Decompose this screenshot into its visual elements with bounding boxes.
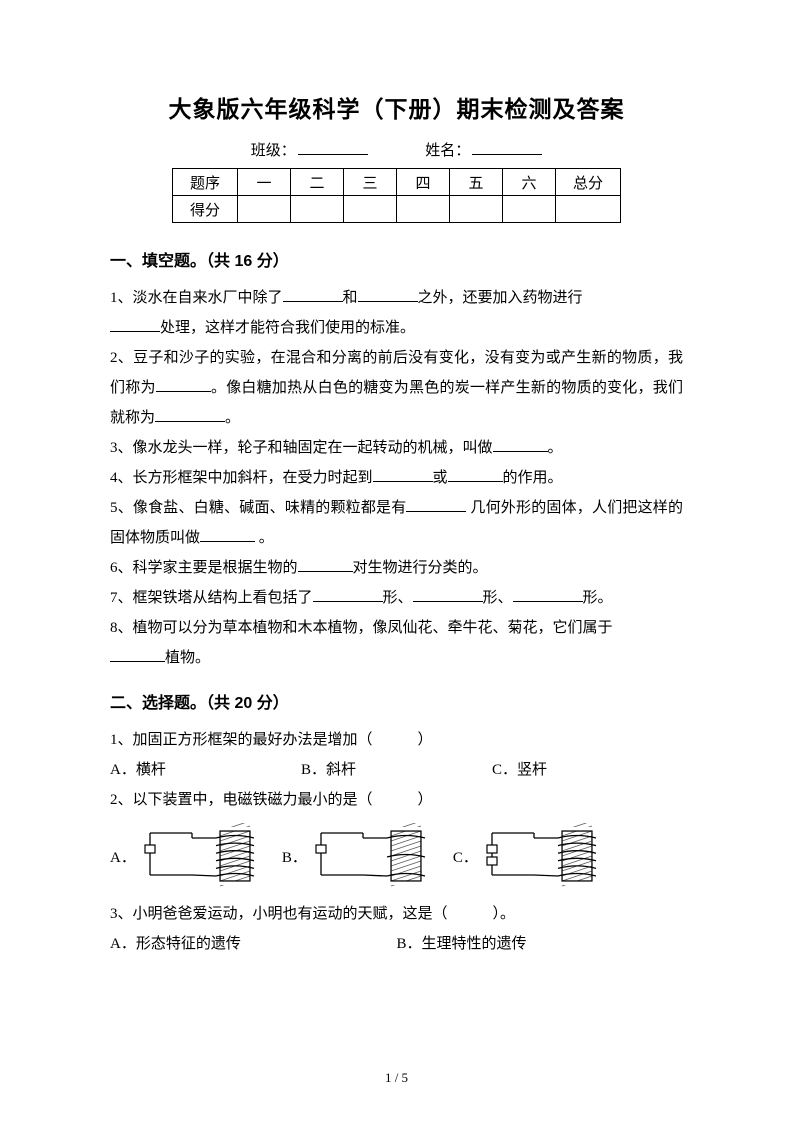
th: 一 xyxy=(238,169,291,196)
electromagnet-icon xyxy=(484,823,602,889)
table-row: 得分 xyxy=(173,196,621,223)
option-label: C． xyxy=(453,846,478,867)
text: 。 xyxy=(548,440,563,456)
th: 四 xyxy=(397,169,450,196)
fill-blank[interactable] xyxy=(313,586,383,602)
electromagnet-icon xyxy=(142,823,260,889)
text: 或 xyxy=(433,470,448,486)
question: 8、植物可以分为草本植物和木本植物，像凤仙花、牵牛花、菊花，它们属于 xyxy=(110,613,683,643)
fill-blank[interactable] xyxy=(448,466,503,482)
text: 对生物进行分类的。 xyxy=(353,560,488,576)
option-label: A． xyxy=(110,846,136,867)
th: 二 xyxy=(291,169,344,196)
score-cell[interactable] xyxy=(503,196,556,223)
question: 2、豆子和沙子的实验，在混合和分离的前后没有变化，没有变为或产生新的物质，我们称… xyxy=(110,343,683,433)
section-heading: 一、填空题。（共 16 分） xyxy=(110,247,683,271)
fill-blank[interactable] xyxy=(513,586,583,602)
class-label: 班级： xyxy=(251,143,296,159)
text: 3、像水龙头一样，轮子和轴固定在一起转动的机械，叫做 xyxy=(110,440,493,456)
score-cell[interactable] xyxy=(556,196,621,223)
text: 5、像食盐、白糖、碱面、味精的颗粒都是有 xyxy=(110,500,406,516)
question: 6、科学家主要是根据生物的 对生物进行分类的。 xyxy=(110,553,683,583)
question: 4、长方形框架中加斜杆，在受力时起到 或 的作用。 xyxy=(110,463,683,493)
text: 1、淡水在自来水厂中除了 xyxy=(110,290,283,306)
table-row: 题序 一 二 三 四 五 六 总分 xyxy=(173,169,621,196)
question: 3、小明爸爸爱运动，小明也有运动的天赋，这是（ ）。 xyxy=(110,899,683,929)
option[interactable]: C．竖杆 xyxy=(492,755,683,785)
text: 处理，这样才能符合我们使用的标准。 xyxy=(160,320,415,336)
score-cell[interactable] xyxy=(450,196,503,223)
class-blank[interactable] xyxy=(298,138,368,155)
fill-blank[interactable] xyxy=(493,436,548,452)
diagram-row: A． B． C． xyxy=(110,823,683,889)
fill-blank[interactable] xyxy=(110,316,160,332)
text: 8、植物可以分为草本植物和木本植物，像凤仙花、牵牛花、菊花，它们属于 xyxy=(110,620,613,636)
question: 5、像食盐、白糖、碱面、味精的颗粒都是有 几何外形的固体，人们把这样的固体物质叫… xyxy=(110,493,683,553)
question: 1、淡水在自来水厂中除了 和 之外，还要加入药物进行 xyxy=(110,283,683,313)
fill-blank[interactable] xyxy=(373,466,433,482)
question: 植物。 xyxy=(110,643,683,673)
fill-blank[interactable] xyxy=(413,586,483,602)
score-table: 题序 一 二 三 四 五 六 总分 得分 xyxy=(172,168,621,223)
score-cell[interactable] xyxy=(397,196,450,223)
page: 大象版六年级科学（下册）期末检测及答案 班级： 姓名： 题序 一 二 三 四 五… xyxy=(0,0,793,1122)
fill-blank[interactable] xyxy=(110,646,165,662)
text: 植物。 xyxy=(165,650,210,666)
text: 之外，还要加入药物进行 xyxy=(418,290,583,306)
th: 三 xyxy=(344,169,397,196)
fill-blank[interactable] xyxy=(298,556,353,572)
th: 总分 xyxy=(556,169,621,196)
electromagnet-icon xyxy=(313,823,431,889)
th: 题序 xyxy=(173,169,238,196)
option[interactable]: B．生理特性的遗传 xyxy=(397,929,684,959)
option[interactable]: A．形态特征的遗传 xyxy=(110,929,397,959)
score-cell[interactable] xyxy=(291,196,344,223)
text: 。 xyxy=(255,530,274,546)
th: 六 xyxy=(503,169,556,196)
option-label: B． xyxy=(282,846,307,867)
fill-blank[interactable] xyxy=(283,286,343,302)
options: A．形态特征的遗传 B．生理特性的遗传 xyxy=(110,929,683,959)
text: 形、 xyxy=(383,590,413,606)
option[interactable]: A．横杆 xyxy=(110,755,301,785)
score-cell[interactable] xyxy=(238,196,291,223)
page-footer: 1 / 5 xyxy=(0,1070,793,1086)
option[interactable]: B． xyxy=(282,823,431,889)
option[interactable]: B．斜杆 xyxy=(301,755,492,785)
options: A．横杆 B．斜杆 C．竖杆 xyxy=(110,755,683,785)
text: 6、科学家主要是根据生物的 xyxy=(110,560,298,576)
fill-blank[interactable] xyxy=(406,496,466,512)
fill-blank[interactable] xyxy=(358,286,418,302)
score-cell[interactable] xyxy=(344,196,397,223)
fill-blank[interactable] xyxy=(155,406,225,422)
question: 2、以下装置中，电磁铁磁力最小的是（ ） xyxy=(110,785,683,815)
text: 7、框架铁塔从结构上看包括了 xyxy=(110,590,313,606)
info-line: 班级： 姓名： xyxy=(110,138,683,160)
question: 处理，这样才能符合我们使用的标准。 xyxy=(110,313,683,343)
question: 7、框架铁塔从结构上看包括了 形、 形、 形。 xyxy=(110,583,683,613)
name-blank[interactable] xyxy=(472,138,542,155)
question: 1、加固正方形框架的最好办法是增加（ ） xyxy=(110,725,683,755)
section-heading: 二、选择题。（共 20 分） xyxy=(110,689,683,713)
text: 。 xyxy=(225,410,240,426)
text: 和 xyxy=(343,290,358,306)
question: 3、像水龙头一样，轮子和轴固定在一起转动的机械，叫做 。 xyxy=(110,433,683,463)
page-title: 大象版六年级科学（下册）期末检测及答案 xyxy=(110,90,683,124)
fill-blank[interactable] xyxy=(200,526,255,542)
fill-blank[interactable] xyxy=(156,376,211,392)
text: 4、长方形框架中加斜杆，在受力时起到 xyxy=(110,470,373,486)
name-label: 姓名： xyxy=(425,143,470,159)
text: 形、 xyxy=(483,590,513,606)
th: 五 xyxy=(450,169,503,196)
option[interactable]: C． xyxy=(453,823,602,889)
option[interactable]: A． xyxy=(110,823,260,889)
td: 得分 xyxy=(173,196,238,223)
text: 的作用。 xyxy=(503,470,563,486)
text: 形。 xyxy=(583,590,613,606)
